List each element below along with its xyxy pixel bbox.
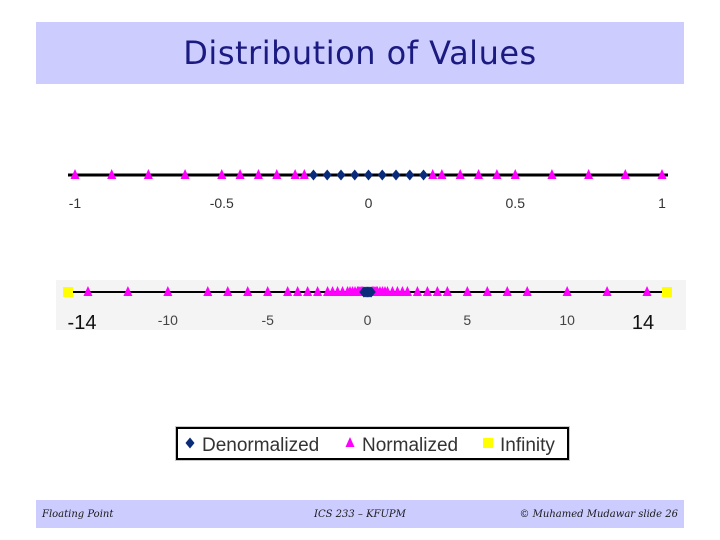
legend-denormalized-marker [185, 437, 195, 449]
legend-normalized-label: Normalized [362, 435, 458, 456]
top-normalized-point [657, 169, 667, 179]
footer-bar: Floating Point ICS 233 – KFUPM © Muhamed… [36, 500, 684, 528]
top-tick-label: -0.5 [210, 195, 234, 211]
bottom-normalized-point [83, 286, 93, 296]
legend-normalized-marker [345, 437, 355, 447]
bottom-normalized-point [223, 286, 233, 296]
top-number-line: -1 -0.5 0 0.5 1 [68, 169, 668, 211]
bottom-normalized-point [432, 286, 442, 296]
top-normalized-point [143, 169, 153, 179]
bottom-end-label-right: 14 [632, 312, 654, 334]
bottom-tick-label: 5 [463, 312, 471, 328]
top-denormalized-point [350, 169, 360, 181]
top-normalized-point [547, 169, 557, 179]
footer-center: ICS 233 – KFUPM [314, 509, 406, 520]
title-bar: Distribution of Values [36, 22, 684, 84]
bottom-normalized-point [163, 286, 173, 296]
bottom-normalized-point [293, 286, 303, 296]
top-normalized-point [299, 169, 309, 179]
top-normalized-point [70, 169, 80, 179]
top-denormalized-point [377, 169, 387, 181]
top-denormalized-point [336, 169, 346, 181]
top-normalized-point [217, 169, 227, 179]
top-normalized-point [437, 169, 447, 179]
bottom-normalized-point [243, 286, 253, 296]
top-normalized-point [272, 169, 282, 179]
bottom-normalized-point [522, 286, 532, 296]
top-denormalized-point [419, 169, 429, 181]
top-normalized-point [428, 169, 438, 179]
top-normalized-point [107, 169, 117, 179]
bottom-normalized-point [203, 286, 213, 296]
top-denormalized-point [308, 169, 318, 181]
slide-title: Distribution of Values [183, 34, 537, 72]
top-normalized-point [253, 169, 263, 179]
top-denormalized-point [364, 169, 373, 181]
top-normalized-point [584, 169, 594, 179]
bottom-end-label-left: -14 [68, 312, 97, 334]
top-normalized-point [290, 169, 300, 179]
bottom-normalized-point [123, 286, 133, 296]
bottom-normalized-point [263, 286, 273, 296]
top-normalized-point [492, 169, 502, 179]
top-denormalized-point [405, 169, 415, 181]
bottom-normalized-point [313, 286, 323, 296]
bottom-normalized-point [283, 286, 293, 296]
top-tick-label: -1 [69, 195, 82, 211]
top-normalized-point [620, 169, 630, 179]
top-normalized-point [235, 169, 245, 179]
bottom-normalized-point [412, 286, 422, 296]
top-denormalized-point [322, 169, 332, 181]
legend-denormalized-label: Denormalized [202, 435, 319, 456]
bottom-infinity-point [63, 287, 73, 297]
top-normalized-point [455, 169, 465, 179]
bottom-normalized-point [562, 286, 572, 296]
bottom-normalized-point [482, 286, 492, 296]
top-normalized-point [474, 169, 484, 179]
top-tick-label: 0.5 [506, 195, 526, 211]
bottom-tick-label: 10 [559, 312, 575, 328]
top-tick-label: 1 [658, 195, 666, 211]
bottom-normalized-point [422, 286, 432, 296]
bottom-normalized-point [462, 286, 472, 296]
footer-right: © Muhamed Mudawar slide 26 [519, 509, 678, 520]
bottom-normalized-point [402, 286, 412, 296]
bottom-normalized-point [442, 286, 452, 296]
bottom-denormalized-point [366, 286, 376, 298]
bottom-tick-label: 0 [364, 312, 372, 328]
bottom-normalized-point [602, 286, 612, 296]
top-normalized-point [180, 169, 190, 179]
top-tick-label: 0 [365, 195, 373, 211]
top-normalized-point [510, 169, 520, 179]
footer-left: Floating Point [42, 509, 114, 520]
bottom-tick-label: -10 [158, 312, 178, 328]
bottom-normalized-point [303, 286, 313, 296]
bottom-normalized-point [502, 286, 512, 296]
legend-infinity-marker [483, 438, 493, 448]
bottom-number-line: -10 -5 0 5 10 -14 14 [56, 280, 686, 334]
legend-infinity-label: Infinity [500, 435, 555, 456]
legend-box [176, 427, 569, 460]
top-denormalized-point [391, 169, 401, 181]
bottom-tick-label: -5 [261, 312, 274, 328]
bottom-normalized-point [642, 286, 652, 296]
legend: Denormalized Normalized Infinity [175, 426, 570, 461]
bottom-infinity-point [662, 287, 672, 297]
